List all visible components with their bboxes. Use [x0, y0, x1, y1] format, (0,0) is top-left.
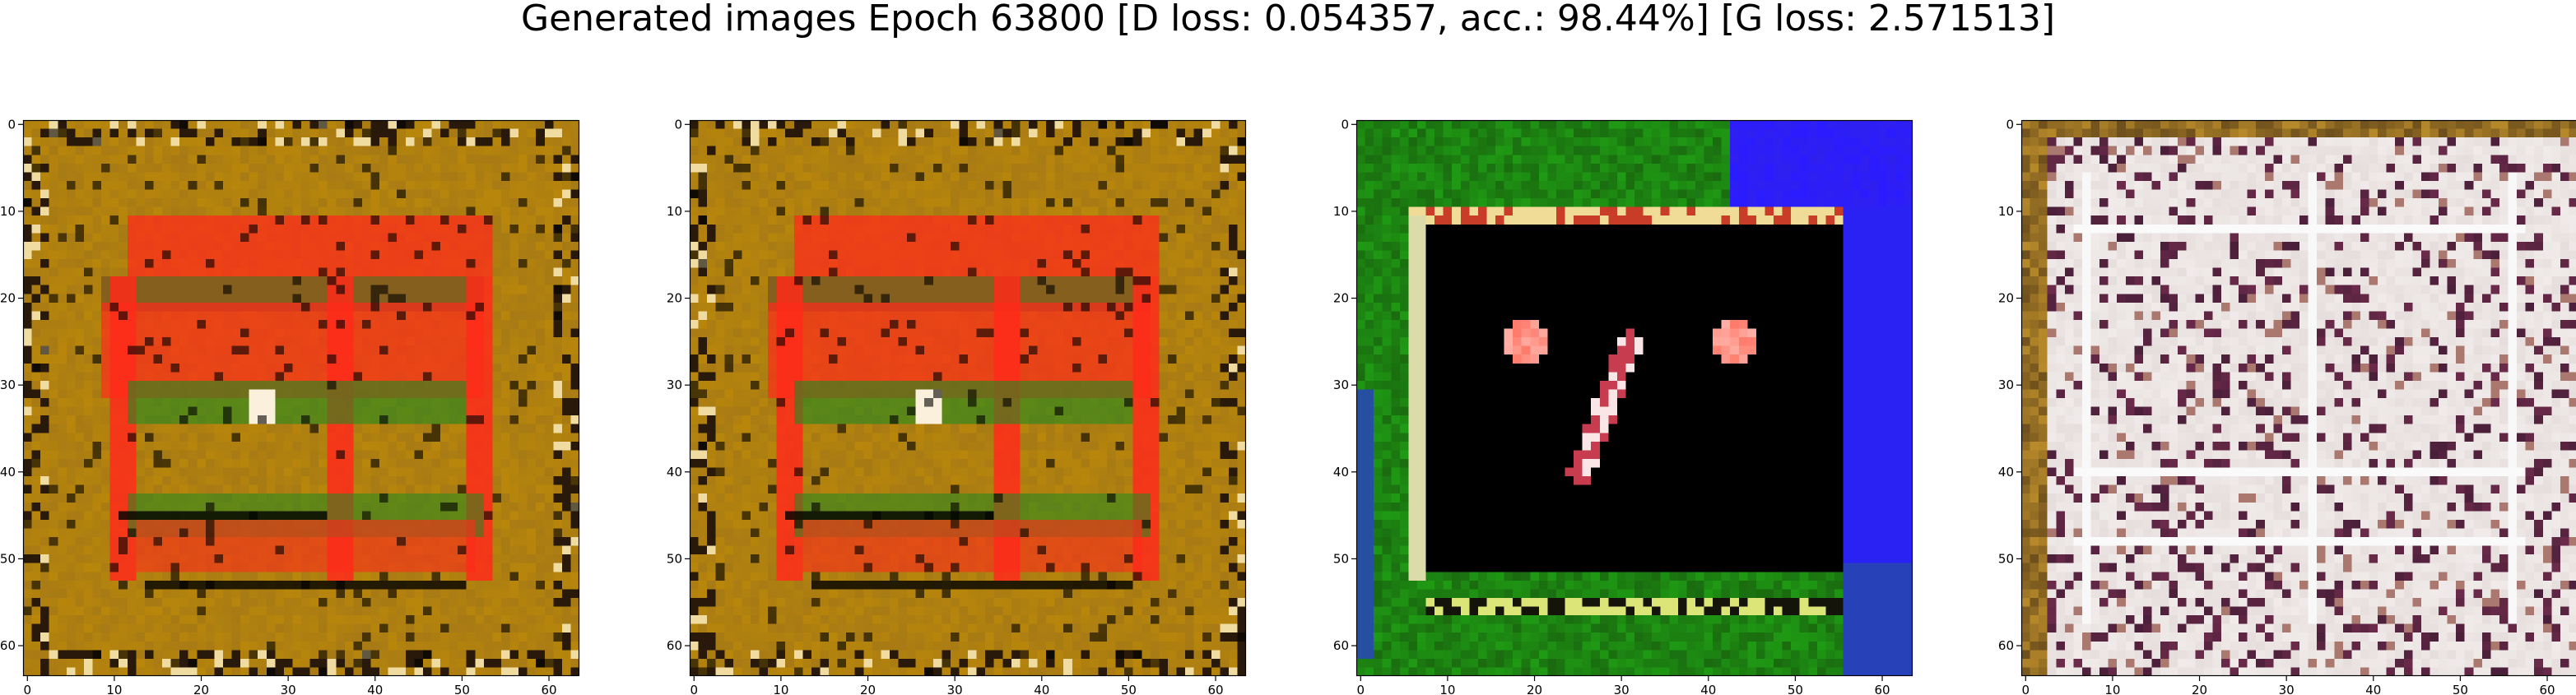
x-tick-label: 30: [1614, 683, 1630, 695]
x-tick-label: 20: [2192, 683, 2207, 695]
x-tick-label: 10: [2104, 683, 2120, 695]
x-tick-label: 40: [367, 683, 383, 695]
axes-3: 0 10 20 30 40 50 60 0 10 20 30 40 50 60: [1333, 117, 1913, 695]
x-tick-label: 60: [541, 683, 556, 695]
y-tick-label: 40: [667, 465, 682, 480]
image-panel-4: 0 10 20 30 40 50 60 0 10 20 30 40 50 60: [1998, 117, 2576, 695]
y-tick-label: 30: [0, 378, 16, 392]
y-tick-label: 10: [1333, 204, 1349, 219]
y-tick-label: 40: [0, 465, 16, 480]
axes-1: 0 10 20 30 40 50 60 0 10 20 30 40 50 60: [0, 117, 580, 695]
x-tick-label: 20: [1527, 683, 1542, 695]
x-tick-label: 40: [1700, 683, 1716, 695]
image-3: [1356, 120, 1913, 676]
y-tick-label: 10: [667, 204, 682, 219]
x-tick-label: 0: [690, 683, 699, 695]
y-tick-label: 0: [7, 117, 16, 132]
x-tick-label: 10: [1439, 683, 1455, 695]
axes-frame: [689, 119, 1247, 677]
y-tick-label: 20: [1333, 291, 1349, 306]
x-tick-label: 60: [2539, 683, 2555, 695]
x-tick-label: 50: [1788, 683, 1803, 695]
image-panel-3: 0 10 20 30 40 50 60 0 10 20 30 40 50 60: [1333, 117, 1913, 695]
axes-frame: [2020, 119, 2576, 677]
y-tick-label: 50: [1333, 551, 1349, 566]
x-tick-label: 40: [2365, 683, 2381, 695]
x-tick-label: 0: [2022, 683, 2030, 695]
y-tick-label: 10: [0, 204, 16, 219]
axes-frame: [1355, 119, 1913, 677]
y-tick-label: 10: [1998, 204, 2014, 219]
x-tick-label: 20: [860, 683, 876, 695]
y-tick-label: 50: [1998, 551, 2014, 566]
x-tick-label: 30: [947, 683, 963, 695]
y-tick-label: 0: [1341, 117, 1349, 132]
y-tick-label: 20: [667, 291, 682, 306]
y-tick-label: 50: [0, 551, 16, 566]
y-tick-label: 60: [1998, 638, 2014, 653]
y-tick-label: 30: [1333, 378, 1349, 392]
y-tick-label: 60: [0, 638, 16, 653]
y-tick-label: 20: [0, 291, 16, 306]
image-2: [690, 120, 1246, 676]
y-tick-label: 30: [1998, 378, 2014, 392]
x-tick-label: 10: [106, 683, 122, 695]
x-tick-label: 50: [2453, 683, 2468, 695]
y-tick-label: 0: [674, 117, 682, 132]
x-tick-label: 10: [773, 683, 788, 695]
image-4: [2021, 120, 2576, 676]
y-tick-label: 60: [1333, 638, 1349, 653]
x-tick-label: 60: [1207, 683, 1223, 695]
y-tick-label: 40: [1333, 465, 1349, 480]
x-tick-label: 20: [193, 683, 209, 695]
figure-title: Generated images Epoch 63800 [D loss: 0.…: [520, 0, 2056, 39]
x-tick-label: 30: [281, 683, 296, 695]
x-tick-label: 40: [1034, 683, 1049, 695]
axes-2: 0 10 20 30 40 50 60 0 10 20 30 40 50 60: [667, 117, 1247, 695]
image-panel-1: 0 10 20 30 40 50 60 0 10 20 30 40 50 60: [0, 117, 580, 695]
y-tick-label: 30: [667, 378, 682, 392]
x-tick-label: 50: [454, 683, 470, 695]
y-tick-label: 0: [2006, 117, 2014, 132]
x-tick-label: 0: [1357, 683, 1365, 695]
axes-4: 0 10 20 30 40 50 60 0 10 20 30 40 50 60: [1998, 117, 2576, 695]
x-tick-label: 0: [24, 683, 32, 695]
image-panel-2: 0 10 20 30 40 50 60 0 10 20 30 40 50 60: [667, 117, 1247, 695]
image-1: [23, 120, 579, 676]
x-tick-label: 60: [1874, 683, 1890, 695]
y-tick-label: 20: [1998, 291, 2014, 306]
x-tick-label: 30: [2279, 683, 2295, 695]
axes-frame: [22, 119, 580, 677]
x-tick-label: 50: [1121, 683, 1137, 695]
y-tick-label: 40: [1998, 465, 2014, 480]
y-tick-label: 60: [667, 638, 682, 653]
y-tick-label: 50: [667, 551, 682, 566]
